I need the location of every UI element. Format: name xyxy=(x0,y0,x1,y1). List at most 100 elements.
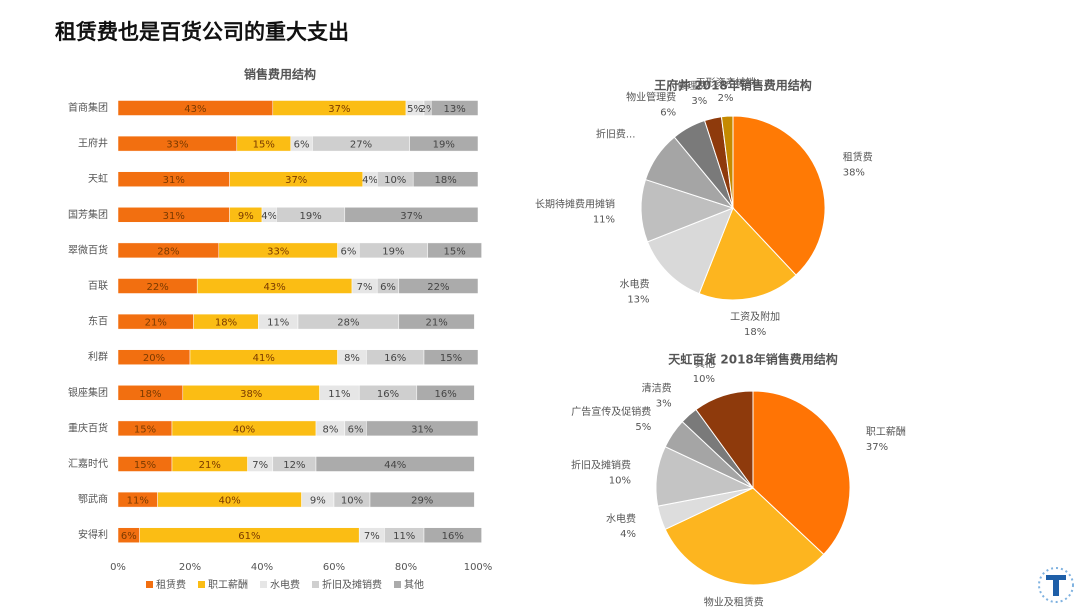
legend-swatch xyxy=(146,581,153,588)
data-label: 16% xyxy=(442,531,464,542)
slice-value-label: 4% xyxy=(620,529,636,540)
slice-label: 清洁费 xyxy=(642,382,672,395)
slice-label: 无形资产摊销 xyxy=(696,76,756,89)
y-tick-label: 国芳集团 xyxy=(68,208,108,221)
data-label: 15% xyxy=(253,140,275,151)
data-label: 7% xyxy=(357,282,373,293)
data-label: 22% xyxy=(427,282,449,293)
slice-value-label: 37% xyxy=(866,442,888,453)
data-label: 21% xyxy=(425,318,447,329)
data-label: 6% xyxy=(294,140,310,151)
data-label: 13% xyxy=(443,104,465,115)
legend-swatch xyxy=(312,581,319,588)
data-label: 4% xyxy=(362,175,378,186)
data-label: 8% xyxy=(322,424,338,435)
legend-label: 水电费 xyxy=(270,578,300,591)
data-label: 20% xyxy=(143,353,165,364)
data-label: 6% xyxy=(340,246,356,257)
chart-title: 天虹百货 2018年销售费用结构 xyxy=(668,352,838,367)
slice-label: 折旧费... xyxy=(596,128,636,141)
data-label: 33% xyxy=(267,246,289,257)
data-label: 11% xyxy=(127,496,149,507)
slice-value-label: 3% xyxy=(691,96,707,107)
slice-value-label: 6% xyxy=(660,108,676,119)
data-label: 29% xyxy=(411,496,433,507)
slice-value-label: 10% xyxy=(609,476,631,487)
pie-slice xyxy=(698,207,797,301)
bar-segment xyxy=(412,171,479,187)
legend-label: 其他 xyxy=(404,578,424,591)
data-label: 7% xyxy=(252,460,268,471)
data-label: 61% xyxy=(238,531,260,542)
y-tick-label: 首商集团 xyxy=(68,101,108,114)
logo xyxy=(1038,567,1074,603)
data-label: 33% xyxy=(166,140,188,151)
slice-label: 水电费 xyxy=(620,277,650,290)
pie-slice xyxy=(720,115,734,209)
slice-label: 物业及租赁费 xyxy=(704,595,764,608)
data-label: 18% xyxy=(139,389,161,400)
bar-segment xyxy=(398,278,479,294)
pie-slice xyxy=(695,390,754,490)
pie-slice xyxy=(664,487,825,586)
slice-label: 其他 xyxy=(695,357,715,370)
bar-segment xyxy=(369,491,475,508)
x-tick-label: 80% xyxy=(395,562,417,573)
data-label: 18% xyxy=(434,175,456,186)
slice-label: 租赁费 xyxy=(843,151,873,164)
data-label: 18% xyxy=(215,318,237,329)
slice-value-label: 38% xyxy=(843,168,865,179)
bar-segment xyxy=(344,207,479,223)
slice-label: 修理费 xyxy=(677,79,707,92)
data-label: 8% xyxy=(344,353,360,364)
data-label: 37% xyxy=(400,211,422,222)
y-tick-label: 天虹 xyxy=(88,173,108,185)
bar-segment xyxy=(423,349,479,365)
bar-segment xyxy=(398,313,475,330)
slice-label: 工资及附加 xyxy=(730,310,780,323)
data-label: 43% xyxy=(184,104,206,115)
data-label: 43% xyxy=(263,282,285,293)
slice-label: 水电费 xyxy=(606,512,636,525)
data-label: 11% xyxy=(328,389,350,400)
slice-value-label: 5% xyxy=(635,422,651,433)
x-tick-label: 60% xyxy=(323,562,345,573)
x-tick-label: 0% xyxy=(110,562,126,573)
y-tick-label: 百联 xyxy=(88,280,108,292)
data-label: 5% xyxy=(407,104,423,115)
legend-label: 职工薪酬 xyxy=(208,579,248,591)
data-label: 38% xyxy=(240,389,262,400)
data-label: 10% xyxy=(384,175,406,186)
chart-title: 王府井 2018年销售费用结构 xyxy=(654,78,812,93)
y-tick-label: 王府井 xyxy=(78,137,108,150)
data-label: 6% xyxy=(380,282,396,293)
data-label: 4% xyxy=(261,211,277,222)
data-label: 37% xyxy=(285,175,307,186)
data-label: 41% xyxy=(253,353,275,364)
legend-label: 租赁费 xyxy=(156,578,186,591)
data-label: 19% xyxy=(433,140,455,151)
data-label: 15% xyxy=(443,246,465,257)
slice-value-label: 11% xyxy=(593,215,615,226)
y-tick-label: 鄂武商 xyxy=(78,493,108,506)
data-label: 31% xyxy=(163,175,185,186)
data-label: 21% xyxy=(145,318,167,329)
chart-title: 销售费用结构 xyxy=(244,67,316,82)
slide-title: 租赁费也是百货公司的重大支出 xyxy=(55,20,349,44)
slice-value-label: 13% xyxy=(627,294,649,305)
data-label: 44% xyxy=(384,460,406,471)
pie-slice xyxy=(732,115,826,276)
x-tick-label: 40% xyxy=(251,562,273,573)
data-label: 6% xyxy=(348,424,364,435)
data-label: 40% xyxy=(233,424,255,435)
slice-label: 折旧及摊销费 xyxy=(571,459,631,472)
y-tick-label: 安得利 xyxy=(78,528,108,541)
bar-segment xyxy=(409,135,479,152)
y-tick-label: 东百 xyxy=(88,315,108,328)
y-tick-label: 利群 xyxy=(88,350,108,363)
data-label: 28% xyxy=(157,246,179,257)
data-label: 37% xyxy=(328,104,350,115)
y-tick-label: 重庆百货 xyxy=(68,421,108,434)
bar-segment xyxy=(416,385,475,401)
